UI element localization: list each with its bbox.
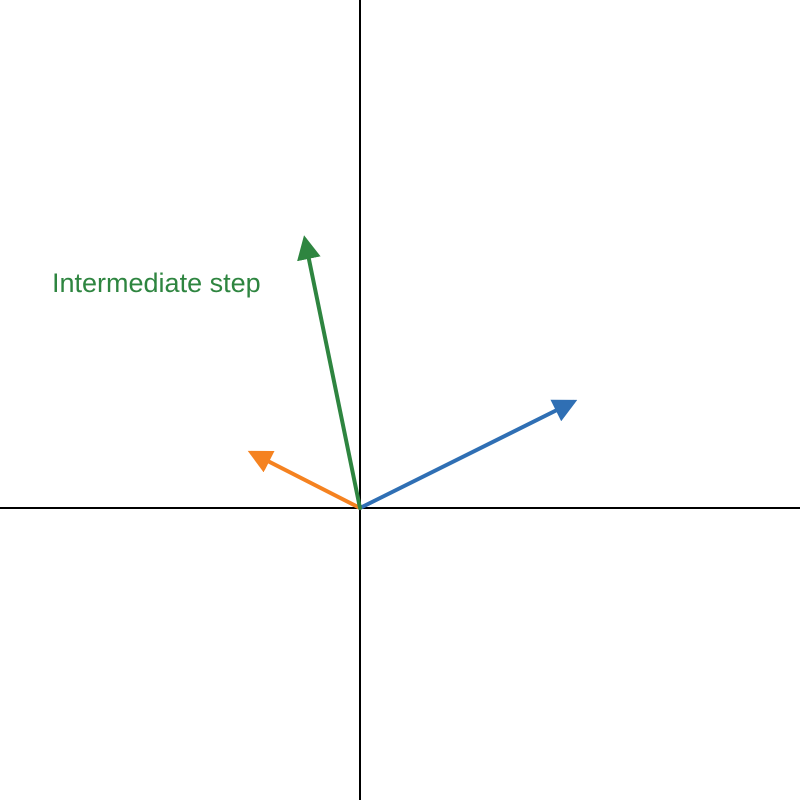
orange-vector: [247, 450, 362, 510]
green-vector: [297, 235, 362, 510]
blue-vector: [358, 399, 578, 510]
intermediate-step-label: Intermediate step: [52, 268, 261, 298]
